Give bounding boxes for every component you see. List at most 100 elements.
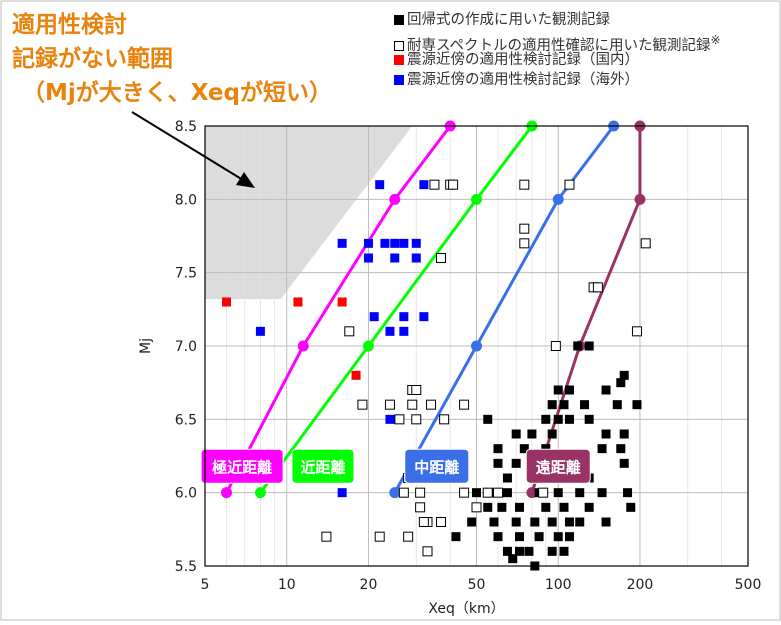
hollow-data-point <box>322 532 331 541</box>
data-point <box>541 415 550 424</box>
hollow-data-point <box>419 518 428 527</box>
data-point <box>559 503 568 512</box>
data-point <box>602 386 611 395</box>
data-point <box>541 503 550 512</box>
distance-line-marker <box>255 487 266 498</box>
hollow-data-point <box>565 180 574 189</box>
hollow-data-point <box>375 532 384 541</box>
distance-line-marker <box>298 341 309 352</box>
data-point <box>419 312 428 321</box>
hollow-data-point <box>520 239 529 248</box>
legend-item: 耐専スペクトルの適用性確認に用いた観測記録※ <box>394 30 721 50</box>
data-point <box>399 312 408 321</box>
x-tick-label: 20 <box>360 577 378 593</box>
y-tick-label: 6.0 <box>175 486 197 502</box>
hollow-data-point <box>520 224 529 233</box>
data-point <box>559 547 568 556</box>
hollow-data-point <box>472 503 481 512</box>
data-point <box>585 503 594 512</box>
data-point <box>580 400 589 409</box>
hollow-data-point <box>408 400 417 409</box>
data-point <box>573 342 582 351</box>
data-point <box>483 415 492 424</box>
data-point <box>620 459 629 468</box>
hollow-data-point <box>436 254 445 263</box>
data-point <box>554 415 563 424</box>
data-point <box>598 444 607 453</box>
data-point <box>613 400 622 409</box>
legend-item: 回帰式の作成に用いた観測記録 <box>394 10 721 30</box>
data-point <box>419 180 428 189</box>
data-point <box>483 503 492 512</box>
data-point <box>493 444 502 453</box>
x-tick-label: 5 <box>201 577 210 593</box>
data-point <box>616 378 625 387</box>
data-point <box>490 518 499 527</box>
y-tick-label: 7.5 <box>175 266 197 282</box>
data-point <box>616 444 625 453</box>
hollow-data-point <box>416 503 425 512</box>
legend-swatch-blue <box>394 75 404 85</box>
hollow-data-point <box>436 518 445 527</box>
distance-line-marker <box>363 341 374 352</box>
x-tick-label: 200 <box>627 577 654 593</box>
data-point <box>385 415 394 424</box>
data-point <box>390 254 399 263</box>
data-point <box>515 503 524 512</box>
data-point <box>493 532 502 541</box>
data-point <box>503 488 512 497</box>
distance-label: 極近距離 <box>211 458 272 476</box>
hollow-data-point <box>460 488 469 497</box>
data-point <box>524 547 533 556</box>
x-axis-label: Xeq（km） <box>428 601 504 617</box>
x-tick-label: 10 <box>278 577 296 593</box>
hollow-data-point <box>412 386 421 395</box>
data-point <box>565 415 574 424</box>
data-point <box>293 298 302 307</box>
data-point <box>364 239 373 248</box>
data-point <box>585 415 594 424</box>
hollow-data-point <box>345 327 354 336</box>
hollow-data-point <box>593 283 602 292</box>
hollow-data-point <box>539 488 548 497</box>
x-tick-label: 100 <box>545 577 572 593</box>
data-point <box>623 488 632 497</box>
data-point <box>467 518 476 527</box>
hollow-data-point <box>440 415 449 424</box>
data-point <box>598 488 607 497</box>
data-point <box>585 342 594 351</box>
data-point <box>565 386 574 395</box>
data-point <box>390 239 399 248</box>
annotation-line-2: 記録がない範囲 <box>12 48 173 71</box>
x-tick-label: 50 <box>468 577 486 593</box>
data-point <box>535 532 544 541</box>
data-point <box>338 488 347 497</box>
hollow-data-point <box>423 547 432 556</box>
hollow-data-point <box>493 488 502 497</box>
data-point <box>548 518 557 527</box>
legend-note-mark: ※ <box>710 33 720 47</box>
data-point <box>512 518 521 527</box>
data-point <box>559 400 568 409</box>
legend-swatch-black <box>394 15 404 25</box>
distance-label: 中距離 <box>414 458 459 476</box>
hollow-data-point <box>416 488 425 497</box>
data-point <box>370 312 379 321</box>
data-point <box>338 298 347 307</box>
data-point <box>548 400 557 409</box>
hollow-data-point <box>395 415 404 424</box>
y-tick-label: 8.0 <box>175 192 197 208</box>
hollow-data-point <box>520 180 529 189</box>
data-point <box>632 400 641 409</box>
data-point <box>338 239 347 248</box>
y-tick-label: 7.0 <box>175 339 197 355</box>
hollow-data-point <box>427 400 436 409</box>
hollow-data-point <box>385 400 394 409</box>
data-point <box>493 459 502 468</box>
data-point <box>515 532 524 541</box>
hollow-data-point <box>449 180 458 189</box>
hollow-data-point <box>430 180 439 189</box>
data-point <box>620 430 629 439</box>
data-point <box>380 239 389 248</box>
